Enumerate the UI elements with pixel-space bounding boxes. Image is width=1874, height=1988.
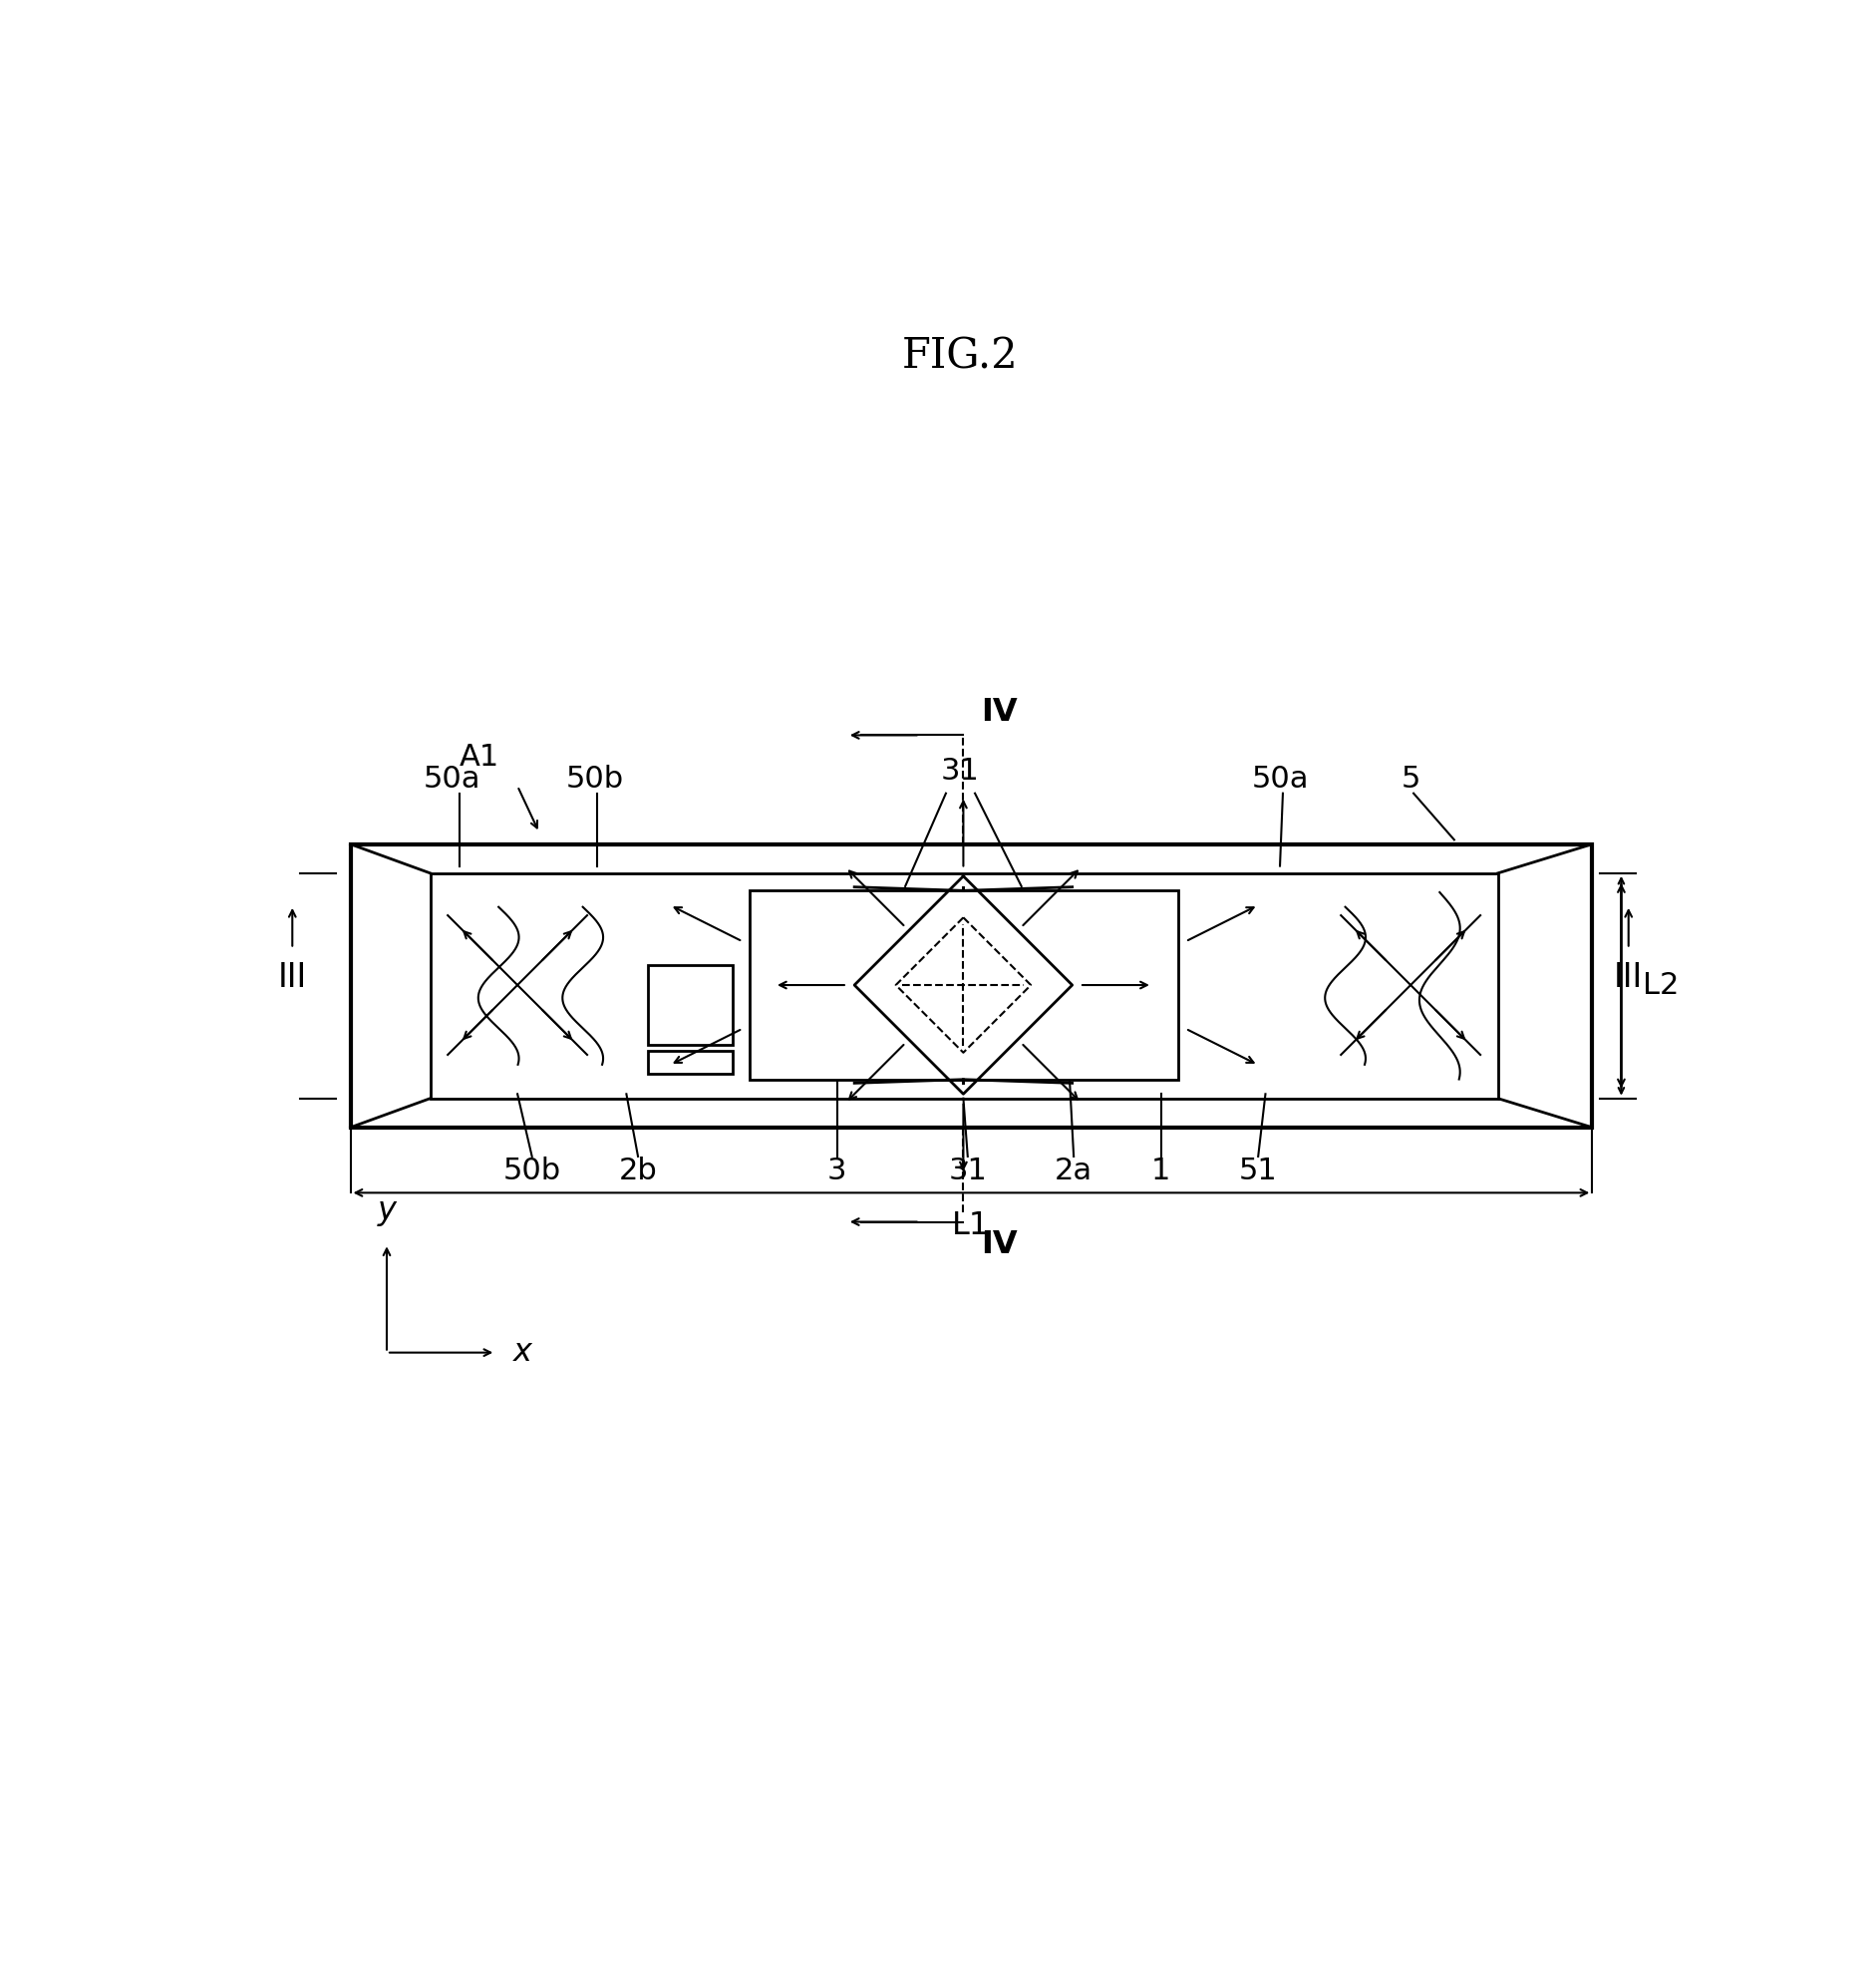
- Text: 50a: 50a: [1252, 765, 1308, 793]
- Text: 5: 5: [1402, 765, 1420, 793]
- Bar: [350, 845, 1593, 1127]
- Bar: [431, 873, 1497, 1097]
- Text: 1: 1: [1151, 1157, 1171, 1185]
- Text: 32b: 32b: [1044, 942, 1093, 968]
- Bar: [648, 1050, 733, 1074]
- Text: 50a: 50a: [424, 765, 482, 793]
- Text: 2a: 2a: [1055, 1157, 1093, 1185]
- Text: III: III: [277, 962, 307, 994]
- Text: 51: 51: [1239, 1157, 1278, 1185]
- Text: y: y: [377, 1195, 395, 1227]
- Text: 2b: 2b: [618, 1157, 658, 1185]
- Text: A1: A1: [459, 744, 500, 771]
- Text: 32a: 32a: [1044, 1002, 1093, 1028]
- Text: x: x: [513, 1338, 532, 1368]
- Text: IV: IV: [980, 698, 1018, 728]
- Text: FIG.2: FIG.2: [901, 336, 1019, 378]
- Text: 3: 3: [826, 1157, 847, 1185]
- Bar: [750, 891, 1179, 1079]
- Text: IV: IV: [980, 1229, 1018, 1260]
- Bar: [648, 964, 733, 1044]
- Text: III: III: [1614, 962, 1643, 994]
- Text: L2: L2: [1643, 972, 1679, 1000]
- Text: 31: 31: [948, 1157, 988, 1185]
- Text: 31: 31: [941, 757, 980, 785]
- Text: 50b: 50b: [566, 765, 624, 793]
- Text: L1: L1: [952, 1211, 989, 1241]
- Text: 50b: 50b: [502, 1157, 560, 1185]
